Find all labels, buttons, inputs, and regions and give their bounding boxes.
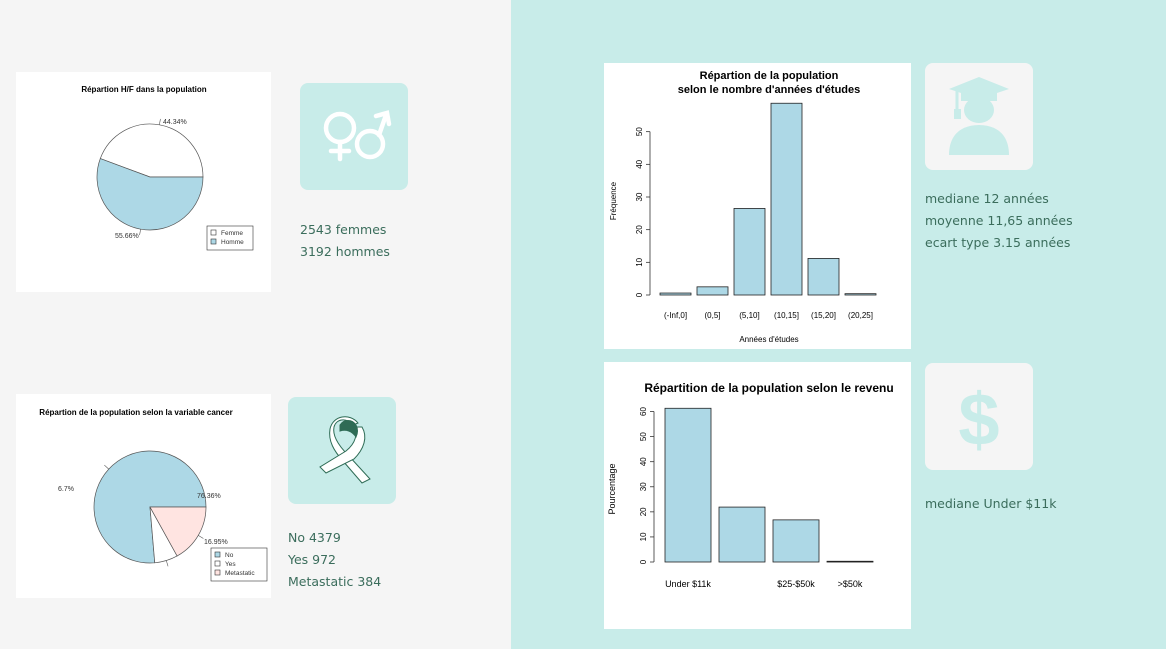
pie-label-leader bbox=[139, 229, 141, 236]
chart-title: Répartition de la population selon le re… bbox=[644, 381, 893, 395]
y-tick-label: 40 bbox=[639, 457, 648, 466]
x-tick-label: (0,5] bbox=[704, 311, 720, 320]
legend-swatch bbox=[210, 238, 217, 245]
legend-entry: Homme bbox=[221, 239, 244, 246]
y-tick-label: 30 bbox=[635, 192, 644, 201]
y-tick-label: 20 bbox=[639, 507, 648, 516]
x-tick-label: Under $11k bbox=[665, 579, 711, 589]
stat-line: mediane Under $11k bbox=[925, 496, 1057, 511]
legend-box bbox=[210, 547, 268, 582]
y-tick-label: 50 bbox=[635, 127, 644, 136]
stat-line: Metastatic 384 bbox=[288, 574, 382, 589]
education-bar-chart: Répartion de la population selon le nomb… bbox=[609, 70, 877, 344]
legend-entry: No bbox=[225, 552, 234, 559]
bar bbox=[770, 102, 803, 296]
pie-slice-homme bbox=[96, 158, 204, 231]
pie-slice-label: 16.95% bbox=[204, 539, 228, 546]
gender-pie-panel: Répartion H/F dans la population 44.34% 5… bbox=[16, 72, 271, 292]
pie-slice-label: 76.36% bbox=[197, 493, 221, 500]
stat-line: 3192 hommes bbox=[300, 244, 390, 259]
y-axis-label: Fréquence bbox=[609, 181, 618, 220]
dollar-icon-tile: $ bbox=[925, 363, 1033, 470]
bar bbox=[718, 506, 766, 563]
x-tick-label: (15,20] bbox=[811, 311, 836, 320]
chart-title: Répartion H/F dans la population bbox=[81, 85, 206, 94]
svg-text:$: $ bbox=[958, 378, 999, 461]
bar bbox=[659, 292, 692, 296]
legend-box bbox=[206, 225, 254, 251]
legend-swatch bbox=[214, 569, 221, 576]
education-stats: mediane 12 années moyenne 11,65 années e… bbox=[925, 188, 1073, 254]
pie-slice-label: 6.7% bbox=[58, 486, 74, 493]
x-tick-label: $25-$50k bbox=[777, 579, 815, 589]
income-bar-chart: Répartition de la population selon le re… bbox=[607, 381, 894, 589]
bar bbox=[826, 560, 874, 563]
x-axis-label: Années d'études bbox=[739, 335, 798, 344]
y-tick-label: 60 bbox=[639, 407, 648, 416]
x-tick-label: (-Inf,0] bbox=[664, 311, 687, 320]
legend-swatch bbox=[214, 560, 221, 567]
chart-title: Répartion de la population selon la vari… bbox=[39, 408, 232, 417]
x-tick-label: >$50k bbox=[838, 579, 863, 589]
cancer-pie-chart: Répartion de la population selon la vari… bbox=[39, 408, 268, 582]
pie-label-leader bbox=[166, 560, 169, 567]
chart-subtitle: selon le nombre d'années d'études bbox=[678, 84, 861, 96]
stat-line: mediane 12 années bbox=[925, 191, 1049, 206]
y-axis-label: Pourcentage bbox=[607, 463, 617, 514]
pie-slice-metastatic bbox=[149, 506, 207, 557]
income-stats: mediane Under $11k bbox=[925, 493, 1056, 515]
graduate-icon bbox=[949, 77, 1009, 155]
ribbon-icon-tile bbox=[288, 397, 396, 504]
awareness-ribbon-icon bbox=[319, 416, 371, 484]
y-tick-label: 50 bbox=[639, 432, 648, 441]
legend-entry: Metastatic bbox=[225, 570, 255, 577]
y-tick-label: 30 bbox=[639, 482, 648, 491]
graduate-icon-tile bbox=[925, 63, 1033, 170]
stat-line: ecart type 3.15 années bbox=[925, 235, 1071, 250]
education-bar-panel: Répartion de la population selon le nomb… bbox=[604, 63, 911, 349]
pie-label-leader bbox=[198, 535, 204, 539]
x-tick-label: (5,10] bbox=[739, 311, 759, 320]
dollar-sign-icon: $ bbox=[958, 378, 999, 461]
pie-slice-no bbox=[93, 450, 207, 564]
pie-slice-femme bbox=[99, 123, 204, 178]
gender-pie-chart: Répartion H/F dans la population 44.34% 5… bbox=[81, 85, 254, 251]
cancer-stats: No 4379 Yes 972 Metastatic 384 bbox=[288, 527, 381, 593]
bar bbox=[664, 407, 712, 563]
bar bbox=[844, 293, 877, 296]
gender-icon-tile bbox=[300, 83, 408, 190]
y-tick-label: 10 bbox=[635, 257, 644, 266]
stat-line: moyenne 11,65 années bbox=[925, 213, 1073, 228]
x-tick-label: (10,15] bbox=[774, 311, 799, 320]
legend-entry: Yes bbox=[225, 561, 236, 568]
gender-symbols-icon bbox=[323, 110, 392, 162]
legend-swatch bbox=[210, 229, 217, 236]
x-tick-label: (20,25] bbox=[848, 311, 873, 320]
y-tick-label: 20 bbox=[635, 225, 644, 234]
pie-label-leader bbox=[159, 118, 161, 125]
y-tick-label: 10 bbox=[639, 532, 648, 541]
y-tick-label: 0 bbox=[639, 559, 648, 564]
stat-line: 2543 femmes bbox=[300, 222, 387, 237]
pie-label-leader bbox=[104, 464, 109, 470]
bar bbox=[696, 286, 729, 296]
cancer-pie-panel: Répartion de la population selon la vari… bbox=[16, 394, 271, 598]
income-bar-panel: Répartition de la population selon le re… bbox=[604, 362, 911, 629]
legend-entry: Femme bbox=[221, 230, 243, 237]
bar bbox=[772, 519, 820, 563]
y-tick-label: 40 bbox=[635, 159, 644, 168]
chart-title: Répartion de la population bbox=[700, 70, 839, 82]
stat-line: Yes 972 bbox=[288, 552, 337, 567]
pie-slice-label: 55.66% bbox=[115, 233, 139, 240]
y-tick-label: 0 bbox=[635, 292, 644, 297]
legend-swatch bbox=[214, 551, 221, 558]
gender-stats: 2543 femmes 3192 hommes bbox=[300, 219, 390, 263]
stat-line: No 4379 bbox=[288, 530, 341, 545]
bar bbox=[807, 258, 840, 296]
bar bbox=[733, 208, 766, 296]
pie-slice-label: 44.34% bbox=[163, 119, 187, 126]
